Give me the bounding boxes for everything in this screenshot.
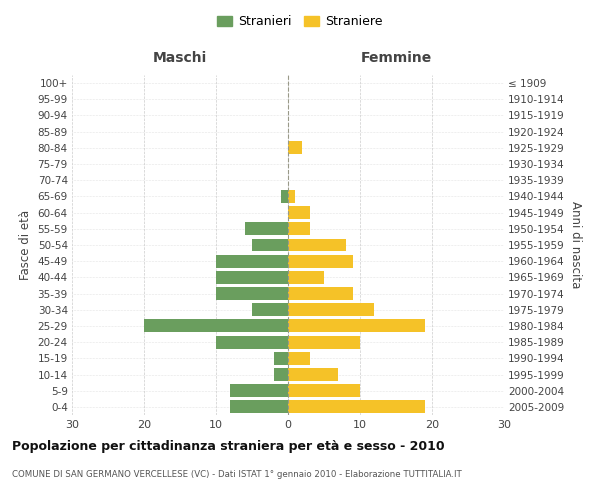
Bar — [288, 368, 338, 381]
Text: Popolazione per cittadinanza straniera per età e sesso - 2010: Popolazione per cittadinanza straniera p… — [12, 440, 445, 453]
Bar — [288, 254, 353, 268]
Bar — [288, 336, 360, 348]
Bar — [288, 320, 425, 332]
Bar — [252, 304, 288, 316]
Bar — [288, 352, 310, 365]
Bar — [288, 206, 310, 219]
Bar — [144, 320, 288, 332]
Bar — [216, 271, 288, 284]
Y-axis label: Anni di nascita: Anni di nascita — [569, 202, 581, 288]
Bar — [274, 368, 288, 381]
Bar — [252, 238, 288, 252]
Bar — [281, 190, 288, 203]
Bar — [274, 352, 288, 365]
Bar — [288, 384, 360, 397]
Text: Femmine: Femmine — [361, 51, 431, 65]
Bar — [216, 287, 288, 300]
Bar — [288, 304, 374, 316]
Bar — [216, 336, 288, 348]
Bar — [288, 222, 310, 235]
Bar — [288, 238, 346, 252]
Text: Maschi: Maschi — [153, 51, 207, 65]
Bar — [216, 254, 288, 268]
Bar — [245, 222, 288, 235]
Y-axis label: Fasce di età: Fasce di età — [19, 210, 32, 280]
Bar — [288, 190, 295, 203]
Bar — [288, 400, 425, 413]
Bar — [230, 400, 288, 413]
Bar — [230, 384, 288, 397]
Text: COMUNE DI SAN GERMANO VERCELLESE (VC) - Dati ISTAT 1° gennaio 2010 - Elaborazion: COMUNE DI SAN GERMANO VERCELLESE (VC) - … — [12, 470, 462, 479]
Bar — [288, 142, 302, 154]
Legend: Stranieri, Straniere: Stranieri, Straniere — [213, 11, 387, 32]
Bar — [288, 287, 353, 300]
Bar — [288, 271, 324, 284]
